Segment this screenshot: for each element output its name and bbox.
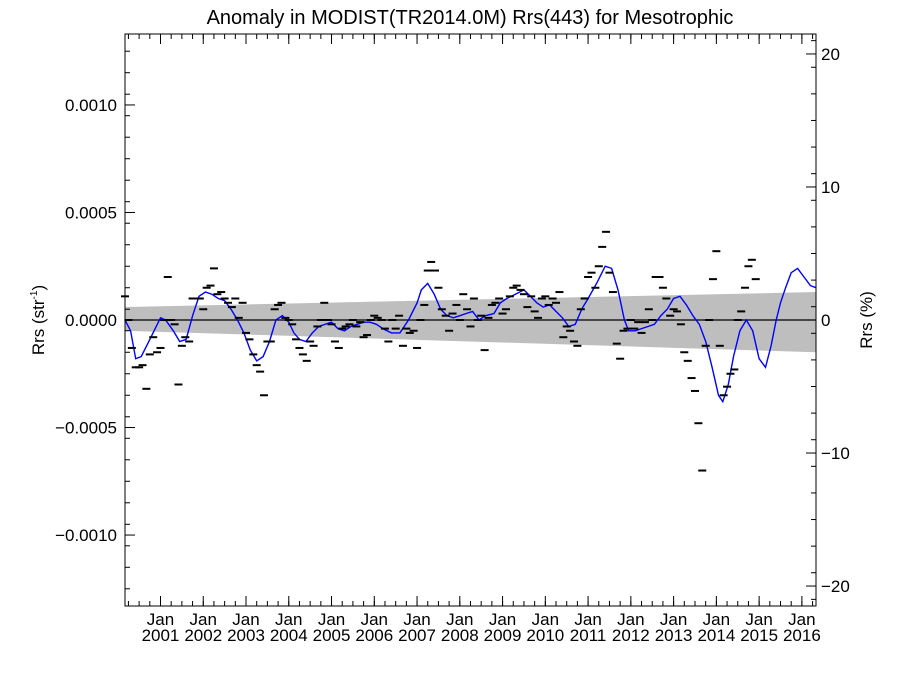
y-right-tick-label: −10 bbox=[821, 444, 850, 463]
x-tick-label-month: Jan bbox=[788, 610, 815, 629]
y-left-tick-label: 0.0005 bbox=[65, 203, 117, 222]
x-tick-label-year: 2001 bbox=[142, 626, 180, 645]
x-tick-label-month: Jan bbox=[489, 610, 516, 629]
smoothed-anomaly-line bbox=[124, 265, 817, 404]
x-tick-label-year: 2005 bbox=[313, 626, 351, 645]
trend-confidence-band bbox=[125, 292, 816, 353]
y-axis-left-label-sup: -1 bbox=[29, 290, 40, 299]
y-left-tick-label: 0.0000 bbox=[65, 311, 117, 330]
x-tick-label-month: Jan bbox=[532, 610, 559, 629]
x-tick-label-year: 2011 bbox=[570, 626, 607, 645]
x-tick-label-year: 2010 bbox=[526, 626, 564, 645]
x-tick-label-year: 2003 bbox=[227, 626, 265, 645]
y-right-tick-label: −20 bbox=[821, 577, 850, 596]
x-tick-label-month: Jan bbox=[617, 610, 644, 629]
x-tick-label-month: Jan bbox=[403, 610, 430, 629]
x-tick-label-year: 2007 bbox=[398, 626, 436, 645]
x-tick-label-year: 2012 bbox=[612, 626, 650, 645]
x-tick-label-year: 2014 bbox=[697, 626, 735, 645]
x-tick-label-month: Jan bbox=[574, 610, 601, 629]
x-tick-label-month: Jan bbox=[660, 610, 687, 629]
x-tick-label-month: Jan bbox=[745, 610, 772, 629]
x-tick-label-month: Jan bbox=[232, 610, 259, 629]
y-left-tick-label: −0.0010 bbox=[55, 526, 117, 545]
x-tick-label-year: 2002 bbox=[184, 626, 222, 645]
x-tick-label-year: 2013 bbox=[655, 626, 693, 645]
x-tick-label-year: 2004 bbox=[270, 626, 308, 645]
y-axis-right-label: Rrs (%) bbox=[857, 291, 876, 349]
y-left-tick-label: 0.0010 bbox=[65, 96, 117, 115]
y-right-tick-label: 0 bbox=[821, 311, 830, 330]
y-left-tick-label: −0.0005 bbox=[55, 419, 117, 438]
chart-title: Anomaly in MODIST(TR2014.0M) Rrs(443) fo… bbox=[207, 7, 734, 29]
x-tick-label-year: 2006 bbox=[355, 626, 393, 645]
x-tick-label-month: Jan bbox=[446, 610, 473, 629]
x-tick-label-year: 2008 bbox=[441, 626, 479, 645]
x-tick-label-year: 2009 bbox=[484, 626, 522, 645]
y-axis-left-label: Rrs (str-1) bbox=[29, 285, 48, 355]
plot-area: 0.00100.00050.0000−0.0005−0.001020100−10… bbox=[55, 33, 850, 645]
x-tick-label-month: Jan bbox=[703, 610, 730, 629]
x-tick-label-year: 2015 bbox=[740, 626, 778, 645]
y-right-tick-label: 10 bbox=[821, 178, 840, 197]
x-tick-label-month: Jan bbox=[190, 610, 217, 629]
x-tick-label-year: 2016 bbox=[783, 626, 821, 645]
x-tick-label-month: Jan bbox=[147, 610, 174, 629]
x-tick-label-month: Jan bbox=[361, 610, 388, 629]
y-right-tick-label: 20 bbox=[821, 45, 840, 64]
x-tick-label-month: Jan bbox=[275, 610, 302, 629]
x-tick-label-month: Jan bbox=[318, 610, 345, 629]
